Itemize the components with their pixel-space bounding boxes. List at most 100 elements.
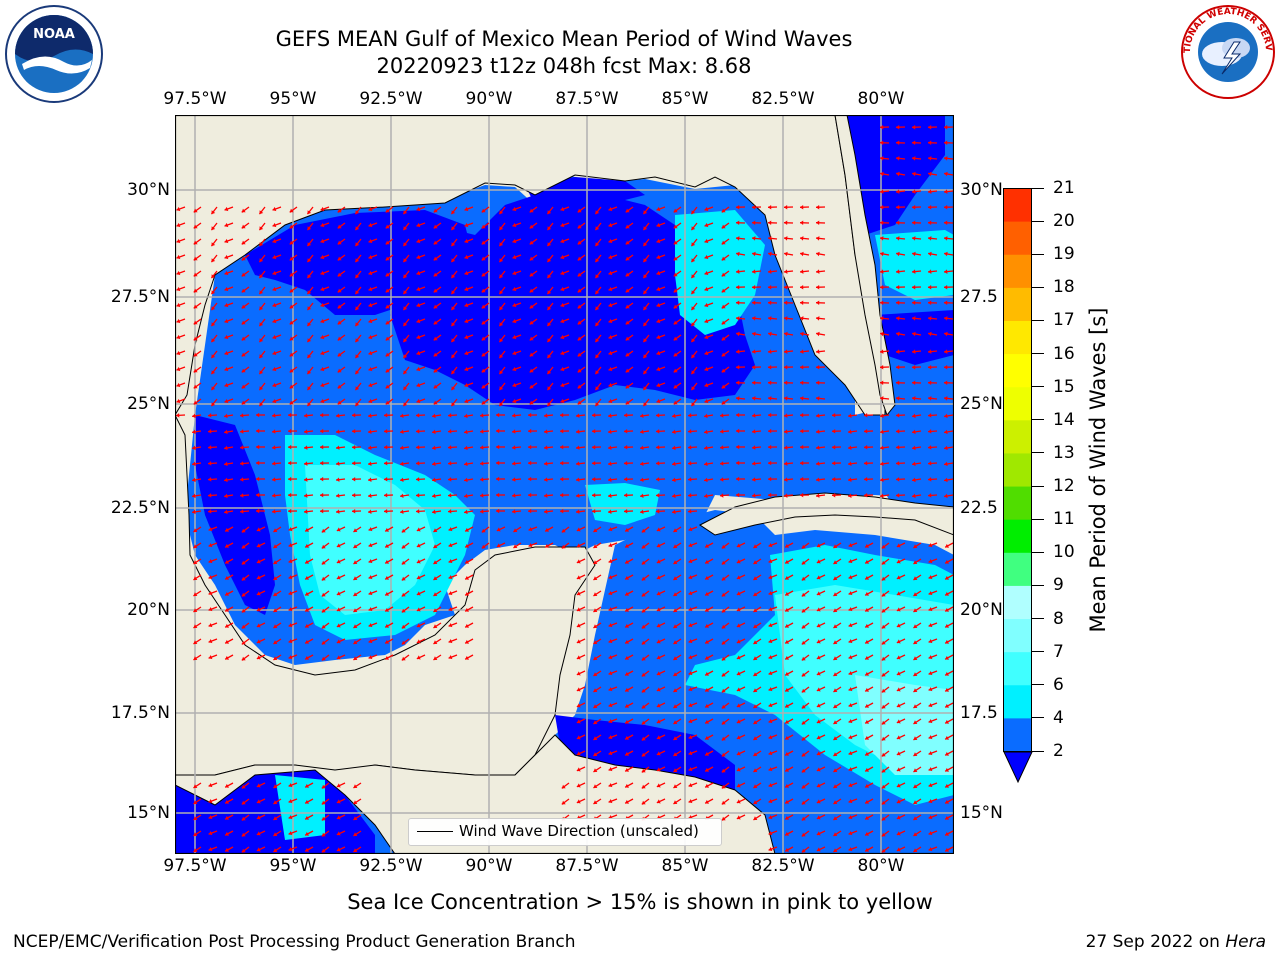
wave-arrow-head: [273, 560, 278, 565]
wave-arrow-head: [705, 783, 710, 788]
wave-arrow-head: [595, 306, 600, 311]
wave-arrow-head: [865, 783, 870, 788]
wave-arrow-head: [352, 508, 356, 514]
wave-arrow-head: [352, 460, 356, 466]
wave-arrow-head: [704, 318, 709, 324]
wave-arrow-head: [273, 528, 278, 533]
wave-arrow-head: [336, 607, 341, 612]
wave-arrow-head: [211, 274, 216, 279]
wave-arrow-head: [307, 322, 312, 327]
wave-arrow-head: [355, 306, 360, 311]
wave-arrow-head: [752, 429, 756, 434]
wave-arrow-head: [944, 204, 948, 210]
wave-arrow-head: [256, 639, 261, 644]
wave-arrow-head: [241, 784, 246, 789]
wave-arrow-head: [560, 350, 565, 356]
wave-arrow-head: [688, 734, 693, 740]
wave-arrow-head: [864, 461, 868, 466]
wave-arrow-head: [672, 493, 676, 499]
wave-arrow-head: [353, 592, 358, 597]
wave-arrow-head: [721, 784, 726, 789]
wave-arrow-head: [625, 256, 630, 261]
wave-arrow-head: [848, 590, 853, 596]
wave-arrow-head: [416, 429, 420, 434]
wave-arrow-head: [913, 608, 918, 613]
wave-arrow-head: [721, 384, 726, 389]
wave-arrow-head: [608, 477, 612, 482]
wave-arrow-head: [355, 226, 360, 231]
wave-arrow-head: [385, 336, 390, 341]
wave-arrow-head: [176, 366, 181, 372]
wave-arrow-head: [403, 370, 408, 375]
wave-arrow-head: [241, 208, 246, 213]
wave-arrow-head: [945, 783, 950, 788]
wave-arrow-head: [385, 320, 390, 325]
wave-arrow-head: [928, 477, 932, 482]
wave-arrow-head: [705, 559, 710, 564]
wave-arrow-head: [624, 509, 628, 514]
wave-arrow-head: [944, 236, 948, 241]
wave-arrow-head: [192, 413, 196, 419]
wave-arrow-head: [833, 816, 838, 821]
wave-arrow-head: [752, 493, 756, 498]
wave-arrow-head: [912, 284, 916, 290]
wave-arrow-head: [259, 306, 264, 311]
wave-arrow-head: [288, 558, 293, 564]
lon-label-top: 87.5°W: [555, 89, 619, 109]
wave-arrow-head: [241, 560, 246, 565]
wave-arrow-head: [448, 574, 453, 580]
wave-arrow-head: [544, 445, 548, 450]
wave-arrow-head: [896, 461, 900, 466]
wave-arrow-head: [816, 477, 820, 482]
wave-arrow-head: [896, 559, 901, 564]
wave-arrow-head: [736, 783, 741, 788]
wave-arrow-head: [848, 606, 853, 612]
wave-arrow-head: [592, 508, 596, 514]
wave-arrow-head: [528, 428, 532, 434]
wave-arrow-head: [753, 720, 758, 725]
wave-arrow-head: [464, 477, 468, 483]
wave-arrow-head: [433, 592, 438, 597]
wave-arrow-head: [545, 527, 550, 532]
wave-arrow-head: [368, 382, 373, 388]
wave-arrow-head: [433, 368, 438, 373]
wave-arrow-head: [801, 800, 806, 805]
wave-arrow-head: [499, 306, 504, 311]
wave-arrow-head: [641, 688, 646, 693]
wave-arrow-head: [272, 254, 277, 260]
wave-arrow-head: [560, 476, 564, 482]
wave-arrow-head: [848, 558, 853, 564]
wave-arrow-head: [512, 334, 517, 340]
wave-arrow-head: [944, 316, 948, 321]
wave-arrow-head: [307, 242, 312, 247]
wave-arrow-head: [816, 783, 821, 788]
wave-arrow-head: [785, 671, 790, 676]
wave-arrow-head: [640, 429, 644, 435]
wave-arrow-head: [499, 226, 504, 231]
wave-arrow-head: [403, 242, 408, 247]
wave-arrow-head: [801, 576, 806, 581]
wave-arrow-head: [768, 622, 773, 628]
wave-arrow-head: [240, 429, 244, 434]
wave-arrow-head: [865, 607, 870, 612]
wave-arrow-head: [753, 784, 758, 789]
wave-arrow-head: [320, 476, 324, 482]
wave-arrow-head: [289, 336, 294, 341]
wave-arrow-head: [784, 380, 788, 386]
wave-arrow-head: [752, 300, 756, 306]
wave-arrow-head: [784, 364, 788, 370]
wave-arrow-head: [833, 752, 838, 757]
wave-arrow-head: [768, 654, 773, 660]
wave-arrow-head: [576, 671, 581, 676]
wave-arrow-head: [593, 784, 598, 789]
wave-arrow-head: [928, 220, 932, 226]
lon-label-top: 82.5°W: [751, 89, 815, 109]
wave-arrow-head: [641, 672, 646, 677]
wave-arrow-head: [211, 290, 216, 295]
wave-arrow-head: [272, 461, 276, 466]
wave-arrow-head: [944, 413, 948, 419]
wave-arrow-head: [768, 782, 773, 788]
nws-logo: NATIONAL WEATHER SERVICE: [1178, 4, 1275, 99]
wave-arrow-head: [691, 210, 696, 215]
wave-arrow-head: [288, 798, 293, 804]
